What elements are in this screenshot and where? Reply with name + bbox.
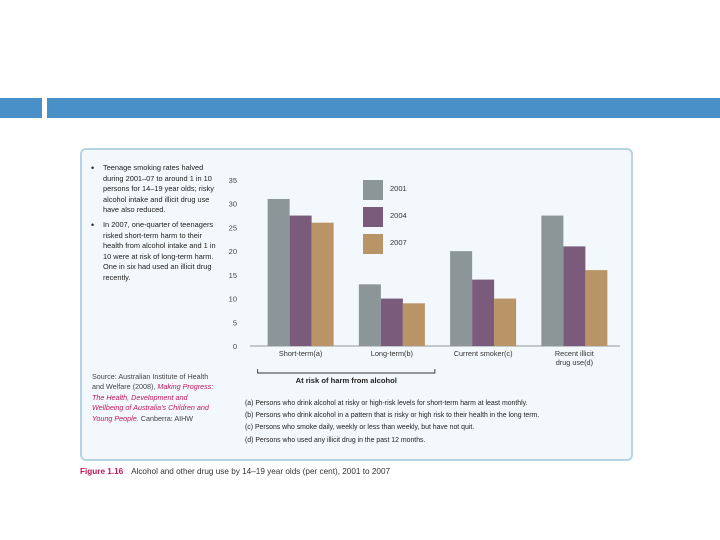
chart-legend: 2001 2004 2007 — [363, 180, 407, 254]
bar-2004-3 — [472, 279, 495, 346]
chart-note: (b) Persons who drink alcohol in a patte… — [245, 412, 540, 420]
x-tick-label: Recent illicit — [555, 349, 594, 358]
title-accent-bar-left — [0, 98, 42, 118]
y-tick-label: 15 — [229, 271, 237, 280]
bar-2004-2 — [380, 298, 403, 346]
figure-caption: Figure 1.16 Alcohol and other drug use b… — [80, 467, 630, 476]
x-tick-label: Short-term(a) — [279, 349, 322, 358]
chart-note: (d) Persons who used any illicit drug in… — [245, 436, 426, 444]
chart-note: (c) Persons who smoke daily, weekly or l… — [245, 424, 475, 432]
chart-notes: (a) Persons who drink alcohol at risky o… — [245, 398, 630, 447]
y-tick-label: 35 — [229, 176, 237, 185]
bar-2007-3 — [494, 298, 517, 346]
source-citation: Source: Australian Institute of Health a… — [92, 372, 217, 424]
y-tick-label: 20 — [229, 247, 237, 256]
group-label: At risk of harm from alcohol — [296, 376, 397, 385]
chart-labels: Short-term(a) Long-term(b) Current smoker(… — [257, 349, 594, 385]
bullet-dot-icon: • — [91, 163, 95, 173]
x-tick-label: Current smoker(c) — [454, 349, 513, 358]
legend-label: 2004 — [390, 211, 407, 220]
key-point-text: In 2007, one-quarter of teenagers risked… — [103, 219, 216, 282]
y-tick-label: 30 — [229, 200, 237, 209]
figure-number: Figure 1.16 — [80, 467, 124, 476]
y-tick-label: 25 — [229, 223, 237, 232]
source-publication: Making Progress: The Health, Development… — [92, 382, 214, 423]
figure-panel — [80, 148, 633, 461]
source-prefix: Source: Australian Institute of Health a… — [92, 372, 209, 392]
bar-2007-4 — [585, 270, 608, 346]
legend-swatch-2001 — [363, 180, 383, 200]
legend-label: 2001 — [390, 184, 407, 193]
chart-note: (a) Persons who drink alcohol at risky o… — [245, 400, 528, 407]
bar-chart: 0 5 10 15 20 25 30 35 Short-term(a) Long-term(b)… — [229, 176, 620, 385]
bar-2001-3 — [450, 251, 473, 346]
bar-2007-1 — [311, 222, 334, 346]
bullet-dot-icon: • — [91, 219, 95, 230]
bar-2001-2 — [358, 284, 381, 346]
y-tick-label: 0 — [233, 342, 237, 351]
bar-2001-4 — [541, 215, 564, 346]
bar-2004-4 — [563, 246, 586, 346]
x-tick-label: drug use(d) — [556, 358, 593, 367]
y-tick-label: 5 — [233, 318, 237, 327]
title-accent-bar — [47, 98, 720, 118]
chart-bars — [267, 198, 608, 346]
legend-swatch-2004 — [363, 207, 383, 227]
bar-2001-1 — [267, 198, 290, 346]
source-suffix: Canberra: AIHW — [140, 413, 194, 423]
legend-label: 2007 — [390, 238, 407, 247]
bar-2007-2 — [402, 303, 425, 346]
key-point: • Teenage smoking rates halved during 20… — [90, 163, 222, 216]
legend-swatch-2007 — [363, 234, 383, 254]
alcohol-bracket — [257, 369, 436, 374]
x-tick-label: Long-term(b) — [371, 349, 413, 358]
key-point: • In 2007, one-quarter of teenagers risk… — [90, 220, 222, 284]
key-point-text: Teenage smoking rates halved during 2001… — [103, 163, 214, 215]
y-tick-label: 10 — [229, 295, 237, 304]
key-points: • Teenage smoking rates halved during 20… — [90, 163, 222, 288]
figure-title: Alcohol and other drug use by 14–19 year… — [131, 467, 391, 476]
bar-2004-1 — [289, 215, 312, 346]
